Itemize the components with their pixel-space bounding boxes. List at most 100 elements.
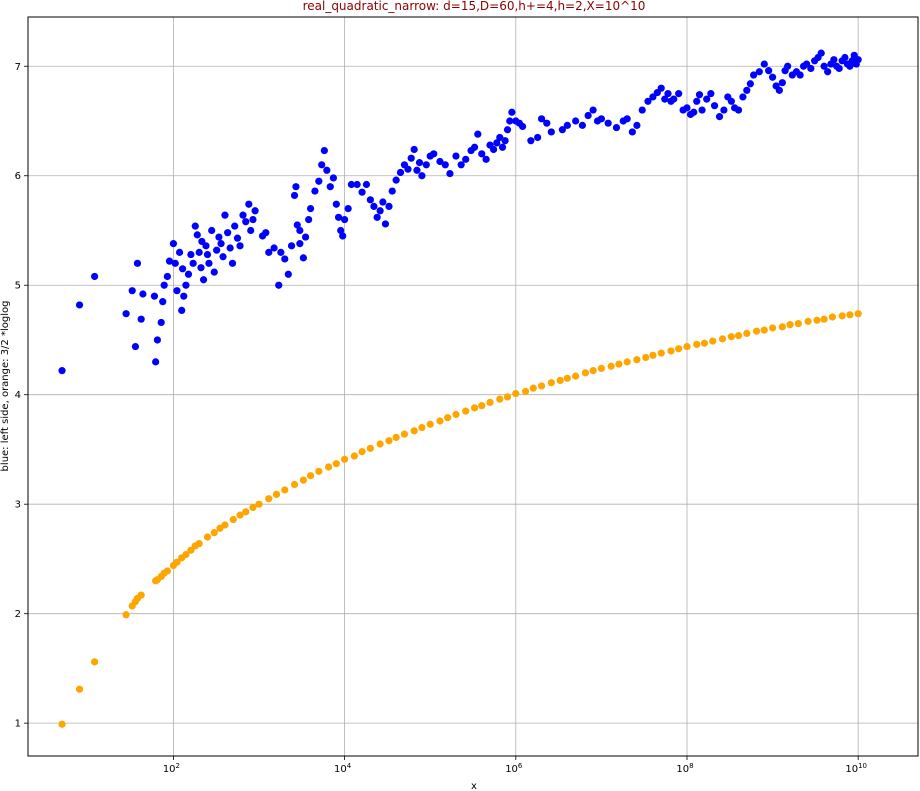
data-point [197,264,205,272]
data-point [527,137,535,145]
data-point [835,64,843,73]
data-point [160,281,168,289]
data-point [452,152,460,160]
data-point [128,287,136,295]
x-tick-label: 108 [676,762,693,775]
data-point [169,240,178,248]
data-point [638,106,646,114]
data-point [315,177,323,185]
data-point [572,372,580,380]
data-point [498,143,507,151]
data-point [400,430,409,438]
data-point [410,145,418,154]
data-point [418,423,426,432]
data-point [734,331,743,340]
data-point [249,503,257,512]
data-point [299,476,307,484]
data-point [755,68,763,76]
data-point [247,226,255,235]
data-point [804,317,812,325]
data-point [496,133,504,142]
data-point [296,226,304,235]
data-point [589,367,597,375]
data-point [529,384,537,392]
data-point [320,146,328,155]
data-point [470,404,479,412]
data-point [695,91,704,99]
data-point [385,202,393,211]
data-point [215,233,223,241]
x-tick-base: 10 [163,764,176,775]
data-point [482,155,490,163]
data-point [778,323,786,331]
data-point [139,290,147,298]
data-point [178,306,186,315]
data-point [305,215,313,224]
data-point [715,113,724,121]
data-point [157,318,165,327]
data-point [324,463,333,471]
data-point [693,97,701,105]
data-point [746,80,754,88]
data-point [187,546,195,554]
data-point [768,324,777,332]
data-point [249,215,257,224]
data-point [612,123,621,132]
data-point [203,250,212,259]
data-point [649,93,657,101]
data-point [693,340,701,348]
data-point [768,73,777,81]
data-point [597,115,605,123]
data-point [496,395,504,403]
data-point [159,298,167,306]
data-point [657,349,665,357]
data-point [224,229,232,237]
data-point [332,200,340,208]
data-point [589,106,597,114]
data-point [854,56,862,64]
data-point [229,515,237,524]
data-point [180,292,188,300]
data-point [838,312,846,320]
data-point [281,255,289,263]
data-point [506,117,514,125]
data-point [385,437,393,445]
data-point [91,272,99,281]
data-point [281,486,289,494]
data-point [749,71,758,79]
data-point [720,106,728,114]
data-point [392,176,400,184]
data-point [187,250,195,259]
data-point [628,128,636,136]
data-point [615,360,623,368]
data-point [633,356,641,364]
data-point [503,393,512,401]
data-point [415,159,424,167]
data-point [366,444,374,452]
data-point [191,222,199,230]
x-tick-base: 10 [676,764,689,775]
data-point [122,310,130,318]
data-point [203,533,212,541]
data-point [734,106,743,114]
data-point [436,157,444,166]
data-point [173,287,181,295]
data-point [518,122,527,131]
x-tick-exponent: 10 [858,762,867,770]
data-point [657,84,665,92]
data-point [231,222,239,230]
data-point [623,115,631,123]
data-point [462,407,470,415]
data-point [604,119,612,127]
data-point [537,115,546,123]
data-point [436,417,444,425]
data-point [743,329,751,338]
data-point [245,200,253,208]
data-point [846,62,854,70]
data-point [760,60,768,68]
data-point [470,143,479,151]
data-point [703,95,711,103]
data-point [700,339,709,347]
x-tick-label: 102 [163,762,180,775]
data-point [299,254,307,262]
